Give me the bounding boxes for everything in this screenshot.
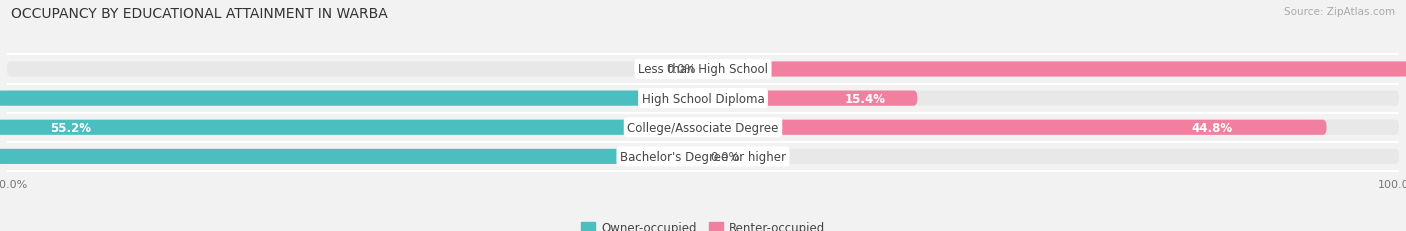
FancyBboxPatch shape bbox=[703, 62, 1406, 77]
FancyBboxPatch shape bbox=[7, 149, 1399, 164]
Text: 55.2%: 55.2% bbox=[49, 121, 91, 134]
Text: Source: ZipAtlas.com: Source: ZipAtlas.com bbox=[1284, 7, 1395, 17]
Text: Less than High School: Less than High School bbox=[638, 63, 768, 76]
FancyBboxPatch shape bbox=[7, 62, 1399, 77]
FancyBboxPatch shape bbox=[0, 149, 703, 164]
FancyBboxPatch shape bbox=[7, 91, 1399, 106]
Text: High School Diploma: High School Diploma bbox=[641, 92, 765, 105]
Legend: Owner-occupied, Renter-occupied: Owner-occupied, Renter-occupied bbox=[576, 216, 830, 231]
FancyBboxPatch shape bbox=[703, 120, 1327, 135]
FancyBboxPatch shape bbox=[703, 91, 917, 106]
FancyBboxPatch shape bbox=[7, 120, 1399, 135]
Text: 0.0%: 0.0% bbox=[666, 63, 696, 76]
Text: OCCUPANCY BY EDUCATIONAL ATTAINMENT IN WARBA: OCCUPANCY BY EDUCATIONAL ATTAINMENT IN W… bbox=[11, 7, 388, 21]
Text: Bachelor's Degree or higher: Bachelor's Degree or higher bbox=[620, 150, 786, 163]
Text: 44.8%: 44.8% bbox=[1192, 121, 1233, 134]
Text: 0.0%: 0.0% bbox=[710, 150, 740, 163]
Text: 15.4%: 15.4% bbox=[844, 92, 886, 105]
Text: College/Associate Degree: College/Associate Degree bbox=[627, 121, 779, 134]
FancyBboxPatch shape bbox=[0, 91, 703, 106]
FancyBboxPatch shape bbox=[0, 120, 703, 135]
